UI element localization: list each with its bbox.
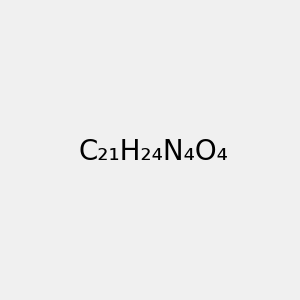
Text: C₂₁H₂₄N₄O₄: C₂₁H₂₄N₄O₄ [79, 137, 229, 166]
